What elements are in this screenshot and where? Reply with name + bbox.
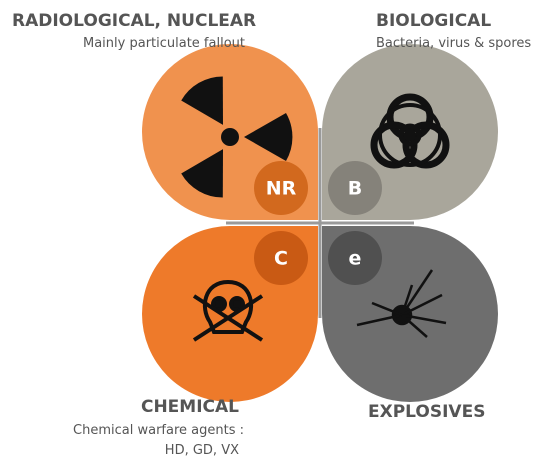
title: EXPLOSIVES [368,402,485,422]
subtitle: HD, GD, VX [165,443,239,458]
title: CHEMICAL [141,397,239,417]
badge: B [348,178,362,200]
badge: C [274,248,288,270]
subtitle: Chemical warfare agents : [73,423,244,438]
title: RADIOLOGICAL, NUCLEAR [12,11,256,31]
badge: e [349,248,362,270]
diagram: NR B C e RADIOLOGICAL, NUCLEAR Mainly pa… [0,0,542,460]
subtitle: Mainly particulate fallout [83,36,245,51]
badge: NR [266,178,297,200]
subtitle: Bacteria, virus & spores [376,36,531,51]
title: BIOLOGICAL [376,11,491,31]
